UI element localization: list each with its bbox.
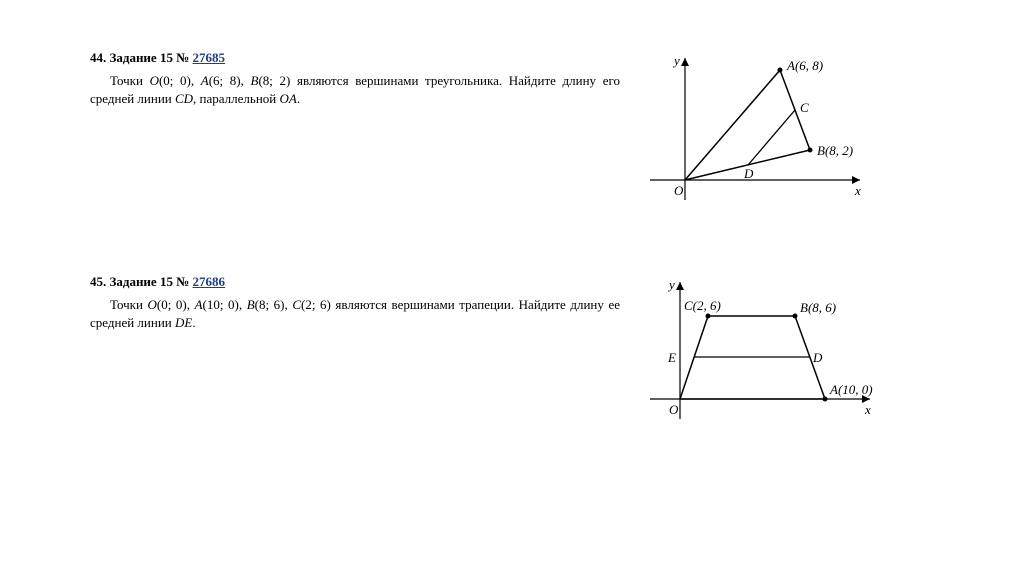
t: (6; 8), xyxy=(209,73,251,88)
seg-OA: OA xyxy=(279,91,296,106)
num-symbol: № xyxy=(176,50,189,65)
C-label: C(2, 6) xyxy=(684,298,721,313)
problem-45-figure: y x O A(10, 0) B(8, 6) C(2, 6) D E xyxy=(640,274,890,438)
x-label: x xyxy=(854,183,861,198)
pt-A: A xyxy=(201,73,209,88)
B-label: B(8, 6) xyxy=(800,300,836,315)
num-symbol: № xyxy=(176,274,189,289)
problem-number: 45. xyxy=(90,274,106,289)
y-arrow-icon xyxy=(681,58,689,66)
segment-CD xyxy=(748,110,795,165)
y-label: y xyxy=(672,53,680,68)
y-label: y xyxy=(667,277,675,292)
point-C xyxy=(706,314,711,319)
point-B xyxy=(808,148,813,153)
E-label: E xyxy=(667,350,676,365)
trapezoid-diagram: y x O A(10, 0) B(8, 6) C(2, 6) D E xyxy=(640,274,890,434)
task-label: Задание 15 xyxy=(110,274,173,289)
problem-45: 45. Задание 15 № 27686 Точки O(0; 0), A(… xyxy=(90,274,934,438)
t: (0; 0), xyxy=(159,73,201,88)
t: (10; 0), xyxy=(203,297,247,312)
pt-C: C xyxy=(292,297,301,312)
B-label: B(8, 2) xyxy=(817,143,853,158)
O-label: O xyxy=(674,183,684,198)
t: (8; 6), xyxy=(255,297,293,312)
x-label: x xyxy=(864,402,871,417)
pt-A: A xyxy=(195,297,203,312)
A-label: A(6, 8) xyxy=(786,58,823,73)
C-label: C xyxy=(800,100,809,115)
point-A xyxy=(778,68,783,73)
pt-O: O xyxy=(148,297,157,312)
pt-B: B xyxy=(247,297,255,312)
D-label: D xyxy=(812,350,823,365)
t: . xyxy=(297,91,300,106)
seg-DE: DE xyxy=(175,315,192,330)
problem-44-heading: 44. Задание 15 № 27685 xyxy=(90,50,620,66)
t: , параллельной xyxy=(193,91,279,106)
t: (0; 0), xyxy=(157,297,195,312)
A-label: A(10, 0) xyxy=(829,382,873,397)
y-arrow-icon xyxy=(676,282,684,290)
problem-44: 44. Задание 15 № 27685 Точки O(0; 0), A(… xyxy=(90,50,934,214)
problem-45-text: 45. Задание 15 № 27686 Точки O(0; 0), A(… xyxy=(90,274,620,332)
problem-45-body: Точки O(0; 0), A(10; 0), B(8; 6), C(2; 6… xyxy=(90,296,620,332)
O-label: O xyxy=(669,402,679,417)
t: Точки xyxy=(110,73,150,88)
t: . xyxy=(192,315,195,330)
point-B xyxy=(793,314,798,319)
pt-O: O xyxy=(150,73,159,88)
problem-number: 44. xyxy=(90,50,106,65)
problem-45-heading: 45. Задание 15 № 27686 xyxy=(90,274,620,290)
task-label: Задание 15 xyxy=(110,50,173,65)
seg-CD: CD xyxy=(175,91,193,106)
D-label: D xyxy=(743,166,754,181)
problem-44-body: Точки O(0; 0), A(6; 8), B(8; 2) являются… xyxy=(90,72,620,108)
edge-OA xyxy=(685,70,780,180)
point-A xyxy=(823,397,828,402)
task-id-link[interactable]: 27685 xyxy=(193,50,226,65)
task-id-link[interactable]: 27686 xyxy=(193,274,226,289)
triangle-diagram: y x O A(6, 8) B(8, 2) C D xyxy=(640,50,880,210)
t: Точки xyxy=(110,297,148,312)
problem-44-figure: y x O A(6, 8) B(8, 2) C D xyxy=(640,50,880,214)
problem-44-text: 44. Задание 15 № 27685 Точки O(0; 0), A(… xyxy=(90,50,620,108)
